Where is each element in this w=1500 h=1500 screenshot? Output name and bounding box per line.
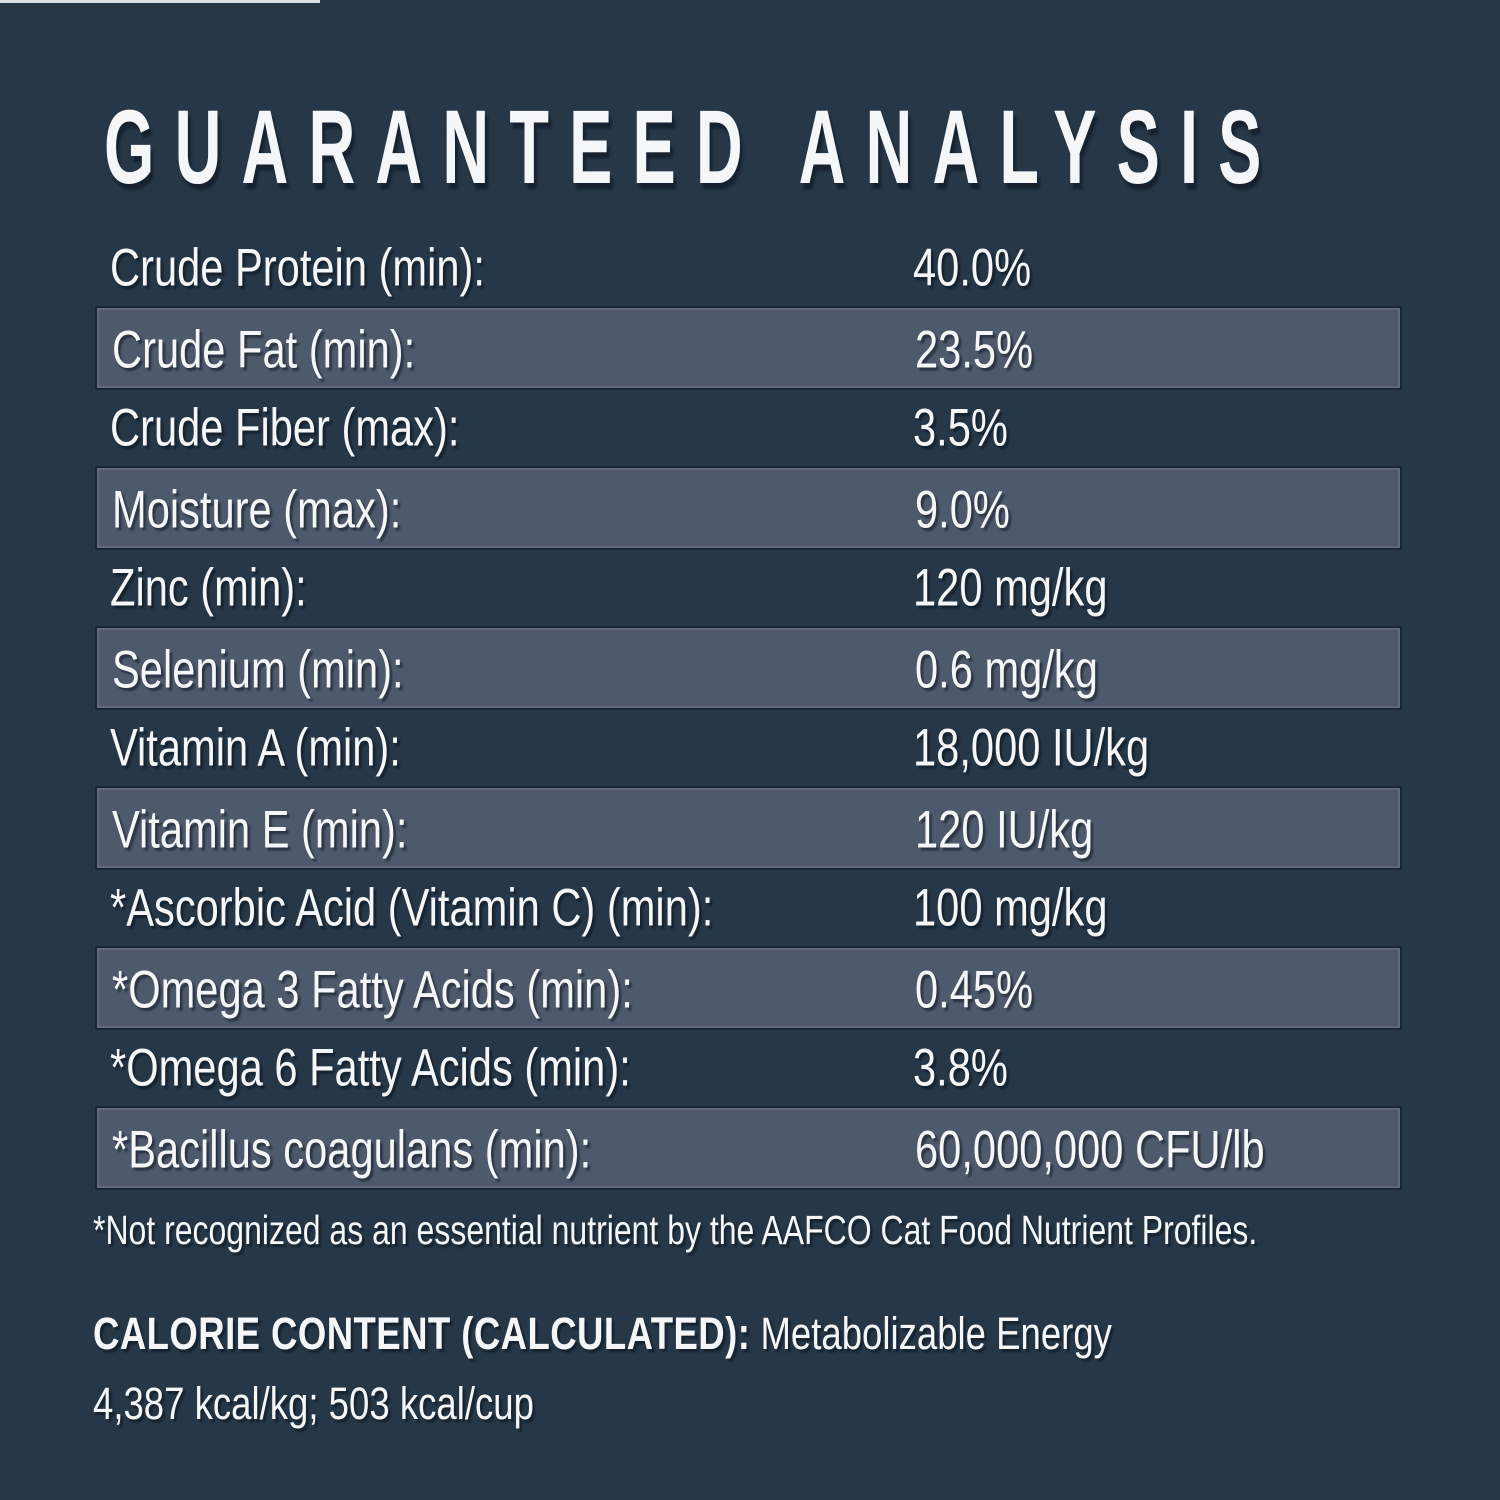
table-row: *Bacillus coagulans (min): 60,000,000 CFU…	[97, 1108, 1400, 1188]
nutrient-value: 120 mg/kg	[913, 558, 1108, 618]
nutrient-label: Crude Fiber (max):	[110, 398, 460, 458]
nutrient-label: *Bacillus coagulans (min):	[112, 1120, 592, 1180]
calorie-content-heading: CALORIE CONTENT (CALCULATED): Metaboliza…	[93, 1306, 1112, 1363]
table-row: *Ascorbic Acid (Vitamin C) (min): 100 mg/…	[97, 868, 1400, 948]
table-row: Zinc (min): 120 mg/kg	[97, 548, 1400, 628]
nutrient-label: Crude Protein (min):	[110, 238, 485, 298]
nutrient-label: Moisture (max):	[112, 480, 402, 540]
nutrient-value: 40.0%	[913, 238, 1032, 298]
table-row: *Omega 6 Fatty Acids (min): 3.8%	[97, 1028, 1400, 1108]
nutrient-value: 0.45%	[915, 960, 1034, 1020]
analysis-table: Crude Protein (min): 40.0% Crude Fat (min)…	[97, 228, 1400, 1188]
table-row: Vitamin A (min): 18,000 IU/kg	[97, 708, 1400, 788]
nutrient-label: *Omega 6 Fatty Acids (min):	[110, 1038, 631, 1098]
footnote: *Not recognized as an essential nutrient…	[93, 1208, 1258, 1254]
nutrient-value: 3.8%	[913, 1038, 1008, 1098]
table-row: Crude Fat (min): 23.5%	[97, 308, 1400, 388]
nutrient-label: Zinc (min):	[110, 558, 307, 618]
table-row: Crude Fiber (max): 3.5%	[97, 388, 1400, 468]
nutrient-value: 3.5%	[913, 398, 1008, 458]
nutrient-label: *Ascorbic Acid (Vitamin C) (min):	[110, 878, 714, 938]
table-row: Selenium (min): 0.6 mg/kg	[97, 628, 1400, 708]
nutrient-value: 9.0%	[915, 480, 1010, 540]
nutrient-value: 120 IU/kg	[915, 800, 1094, 860]
nutrient-value: 60,000,000 CFU/lb	[915, 1120, 1265, 1180]
top-edge-line	[0, 0, 320, 3]
nutrient-label: Vitamin A (min):	[110, 718, 401, 778]
nutrient-value: 100 mg/kg	[913, 878, 1108, 938]
nutrient-value: 23.5%	[915, 320, 1034, 380]
nutrient-label: *Omega 3 Fatty Acids (min):	[112, 960, 633, 1020]
nutrient-value: 0.6 mg/kg	[915, 640, 1098, 700]
page-title: GUARANTEED ANALYSIS	[104, 90, 1282, 207]
calorie-values: 4,387 kcal/kg; 503 kcal/cup	[93, 1379, 534, 1430]
nutrient-label: Selenium (min):	[112, 640, 404, 700]
calorie-heading-regular: Metabolizable Energy	[760, 1309, 1112, 1360]
table-row: *Omega 3 Fatty Acids (min): 0.45%	[97, 948, 1400, 1028]
table-row: Vitamin E (min): 120 IU/kg	[97, 788, 1400, 868]
calorie-heading-bold: CALORIE CONTENT (CALCULATED):	[93, 1309, 751, 1360]
nutrient-value: 18,000 IU/kg	[913, 718, 1150, 778]
table-row: Moisture (max): 9.0%	[97, 468, 1400, 548]
nutrient-label: Crude Fat (min):	[112, 320, 416, 380]
nutrient-label: Vitamin E (min):	[112, 800, 408, 860]
table-row: Crude Protein (min): 40.0%	[97, 228, 1400, 308]
